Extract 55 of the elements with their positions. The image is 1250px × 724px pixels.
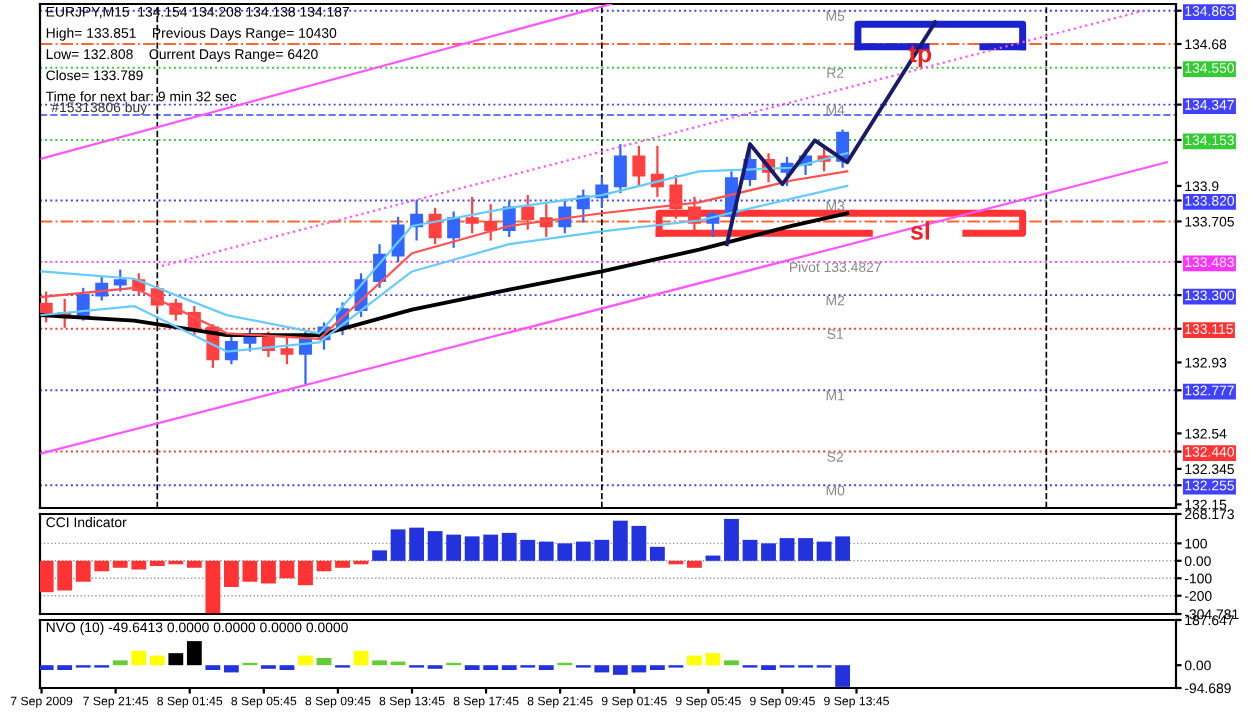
- candlestick: [613, 142, 627, 195]
- bar: [816, 541, 832, 561]
- candlestick: [558, 197, 572, 235]
- bar: [149, 655, 165, 666]
- candlestick: [465, 195, 479, 235]
- candlestick: [447, 210, 461, 249]
- bar: [261, 560, 276, 584]
- bar: [131, 650, 147, 666]
- bar: [742, 539, 758, 561]
- candlestick: [428, 206, 442, 246]
- bar: [649, 665, 665, 671]
- bar: [112, 660, 128, 666]
- bar: [372, 550, 387, 561]
- candlestick: [113, 268, 127, 293]
- bar: [316, 560, 332, 572]
- bar: [705, 555, 721, 561]
- bar: [168, 653, 184, 666]
- bar: [779, 538, 795, 561]
- line-series: [724, 20, 938, 247]
- bar: [705, 653, 721, 666]
- bar: [316, 657, 332, 666]
- bar: [409, 527, 425, 561]
- bar: [390, 529, 406, 561]
- bar: [335, 560, 350, 568]
- bar: [298, 560, 313, 586]
- bar: [223, 665, 239, 673]
- bar: [242, 560, 258, 582]
- bar: [835, 536, 851, 561]
- bar: [205, 665, 221, 671]
- bar: [279, 560, 295, 579]
- candlestick: [576, 188, 590, 224]
- bar: [298, 655, 313, 666]
- bar: [761, 543, 776, 561]
- bar: [687, 560, 702, 568]
- bar: [223, 560, 239, 587]
- bar: [798, 538, 813, 561]
- bar: [724, 518, 739, 561]
- bar: [279, 665, 295, 671]
- candlestick: [224, 334, 238, 366]
- candlestick: [40, 290, 53, 324]
- bar: [724, 660, 739, 666]
- candlestick: [484, 203, 498, 242]
- bar: [649, 546, 665, 561]
- bar: [186, 641, 202, 666]
- candlestick: [687, 195, 701, 235]
- bar: [353, 650, 369, 666]
- candlestick: [632, 144, 646, 188]
- candlestick: [669, 173, 683, 220]
- candlestick: [521, 193, 535, 231]
- bar: [372, 660, 387, 666]
- bar: [538, 665, 554, 671]
- bar: [761, 665, 776, 671]
- bar: [835, 665, 851, 687]
- candlestick: [280, 334, 294, 366]
- bar: [687, 655, 702, 666]
